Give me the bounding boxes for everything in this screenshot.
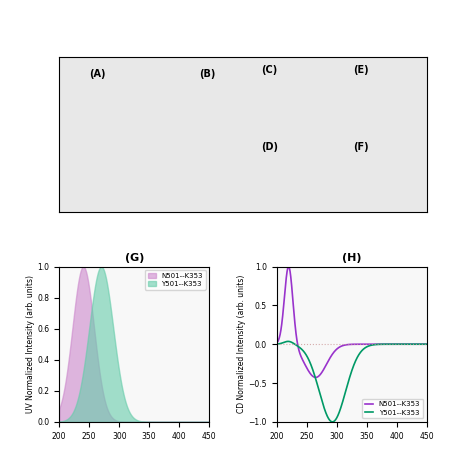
- Text: (E): (E): [353, 64, 369, 74]
- Legend: N501--K353, Y501--K353: N501--K353, Y501--K353: [362, 399, 423, 419]
- Y-axis label: UV Normalized Intensity (arb. units): UV Normalized Intensity (arb. units): [26, 275, 35, 413]
- Text: (F): (F): [353, 142, 369, 152]
- Text: (A): (A): [89, 69, 105, 79]
- Y501--K353: [424, 341, 429, 347]
- Text: (C): (C): [261, 64, 278, 74]
- Line: N501--K353: N501--K353: [277, 266, 427, 377]
- Title: (G): (G): [125, 253, 144, 263]
- Text: (B): (B): [199, 69, 215, 79]
- Y501--K353: [419, 341, 425, 347]
- N501--K353: [313, 374, 319, 380]
- N501--K353: [274, 340, 280, 346]
- N501--K353: [347, 342, 353, 347]
- N501--K353: [419, 341, 425, 347]
- Legend: N501--K353, Y501--K353: N501--K353, Y501--K353: [145, 270, 206, 290]
- Y501--K353: [329, 419, 335, 425]
- Line: Y501--K353: Y501--K353: [277, 341, 427, 422]
- N501--K353: [343, 342, 348, 348]
- Y501--K353: [274, 341, 280, 347]
- N501--K353: [419, 341, 425, 347]
- Y501--K353: [392, 341, 398, 347]
- Text: (D): (D): [261, 142, 278, 152]
- Y501--K353: [285, 338, 291, 344]
- Title: (H): (H): [342, 253, 361, 263]
- Y501--K353: [343, 388, 348, 394]
- Y501--K353: [282, 339, 287, 345]
- N501--K353: [282, 296, 287, 301]
- N501--K353: [286, 264, 292, 269]
- N501--K353: [392, 341, 398, 347]
- Y501--K353: [347, 374, 353, 380]
- Y501--K353: [419, 341, 425, 347]
- N501--K353: [424, 341, 429, 347]
- Y-axis label: CD Normalized Intensity (arb. units): CD Normalized Intensity (arb. units): [237, 275, 246, 413]
